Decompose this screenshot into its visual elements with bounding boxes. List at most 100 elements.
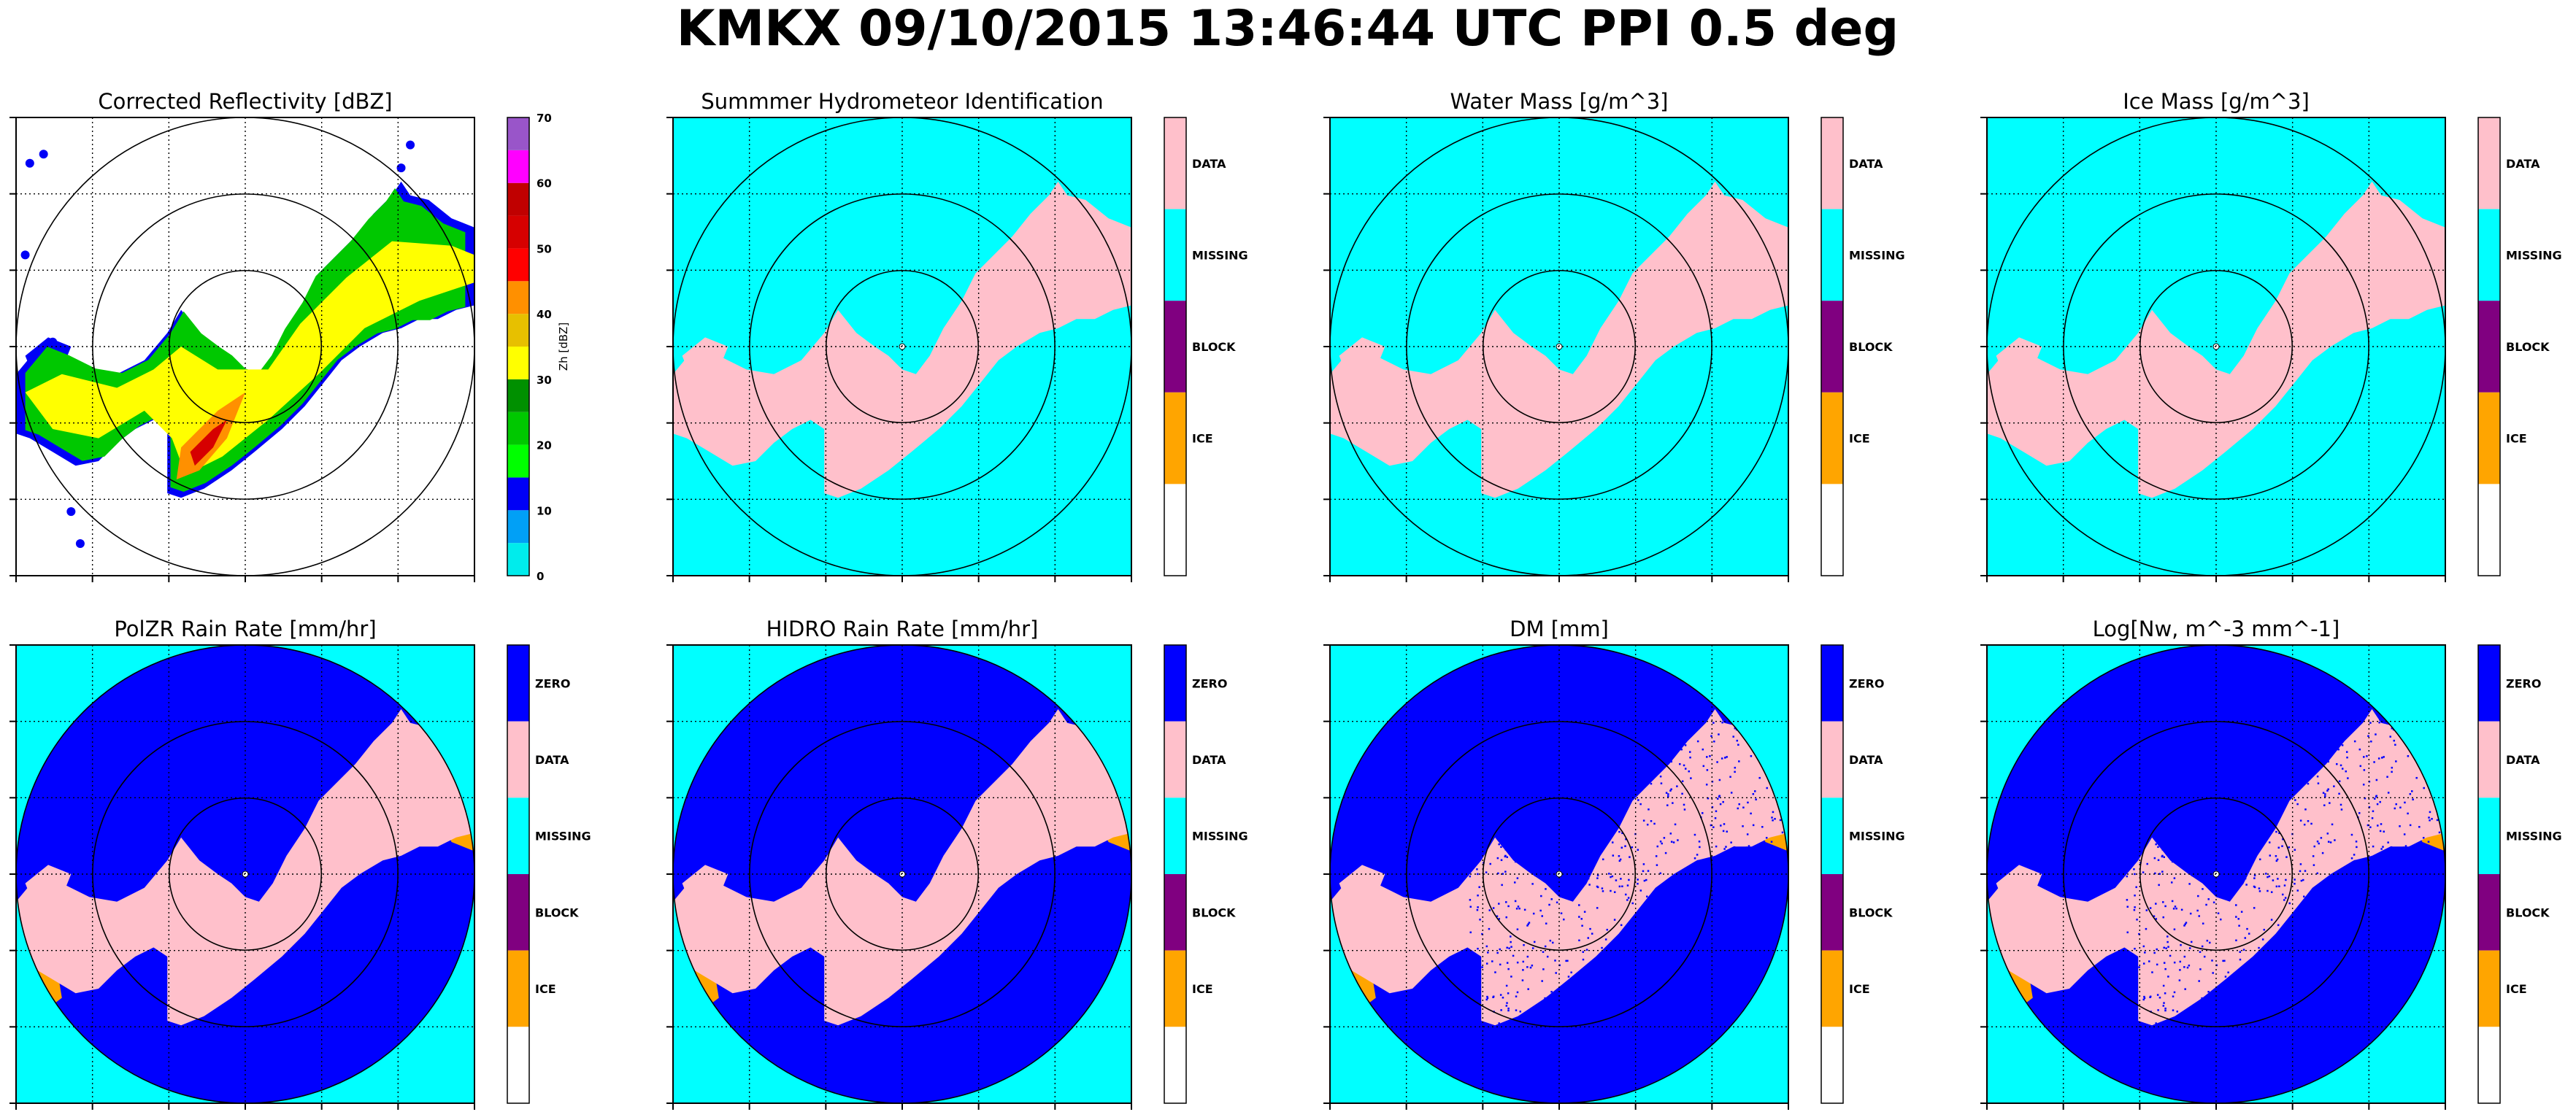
panel-4-data-region (1996, 337, 2042, 379)
panel-7-speckle (1766, 787, 1768, 789)
panel-7-speckle (1624, 845, 1626, 847)
panel-4-range-ring (2063, 193, 2369, 500)
panel-8-speckle (2145, 927, 2148, 930)
panel-7-speckle (1624, 808, 1626, 810)
panel-8-speckle (2275, 830, 2277, 833)
panel-8-speckle (2415, 935, 2418, 938)
panel-7-speckle (1771, 816, 1773, 819)
panel-7-speckle (1472, 723, 1475, 725)
panel-7-speckle (1553, 829, 1556, 831)
panel-8-speckle (2421, 923, 2423, 925)
panel-6-colorbar-swatch (1164, 1027, 1186, 1103)
panel-8-speckle (2383, 978, 2386, 981)
panel-8-speckle (2159, 779, 2161, 781)
panel-8-speckle (2297, 730, 2300, 733)
panel-7-speckle (1695, 930, 1698, 932)
panel-7-speckle (1628, 756, 1630, 759)
panel-8-speckle (2370, 740, 2372, 743)
panel-7-colorbar-swatch (1821, 645, 1843, 722)
panel-8-speckle (2198, 808, 2201, 811)
panel-4-title: Ice Mass [g/m^3] (2123, 89, 2310, 114)
panel-8-speckle (2131, 840, 2133, 842)
panel-8-speckle (2330, 941, 2333, 943)
panel-8-speckle (2199, 968, 2202, 970)
panel-7-speckle (1681, 725, 1683, 728)
panel-8-speckle (2422, 837, 2425, 839)
panel-7-speckle (1516, 991, 1519, 994)
panel-8-speckle (2172, 771, 2175, 773)
panel-7-speckle (1691, 976, 1693, 978)
panel-7-speckle (1758, 970, 1761, 973)
panel-8-speckle (2428, 816, 2430, 819)
panel-8-speckle (2239, 951, 2241, 953)
panel-8-speckle (2287, 965, 2290, 968)
panel-8-speckle (2163, 962, 2166, 964)
panel-1-colorbar-tick: 50 (537, 242, 552, 255)
panel-7-speckle (1486, 997, 1489, 1000)
panel-8-speckle (2269, 990, 2271, 993)
panel-8-speckle (2147, 784, 2150, 787)
panel-8-speckle (2234, 840, 2237, 842)
panel-8-speckle (2367, 946, 2369, 948)
panel-8-speckle (2288, 902, 2291, 905)
panel-7-speckle (1564, 799, 1566, 802)
panel-7-speckle (1544, 859, 1547, 861)
panel-7-speckle (1639, 803, 1642, 806)
panel-8-speckle (2220, 918, 2222, 921)
panel-8-speckle (2153, 827, 2156, 829)
panel-7-speckle (1572, 877, 1575, 880)
panel-7-speckle (1553, 1020, 1556, 1023)
panel-7-colorbar-category: DATA (1849, 753, 1883, 767)
panel-8-speckle (2392, 953, 2395, 956)
panel-7-speckle (1476, 868, 1478, 870)
panel-7-speckle (1693, 979, 1696, 982)
panel-7-speckle (1581, 924, 1583, 927)
panel-7-speckle (1513, 881, 1516, 884)
panel-7-speckle (1594, 776, 1597, 778)
panel-8-speckle (2202, 922, 2204, 924)
panel-8-speckle (2391, 766, 2394, 769)
panel-7-speckle (1569, 814, 1571, 817)
panel-7-speckle (1488, 732, 1491, 735)
panel-7-speckle (1770, 841, 1773, 843)
panel-8-speckle (2427, 915, 2430, 918)
panel-7-speckle (1608, 835, 1611, 837)
panel-7-speckle (1620, 924, 1623, 927)
panel-8-speckle (2265, 982, 2267, 985)
panel-7-speckle (1704, 1027, 1706, 1030)
panel-8-speckle (2199, 951, 2202, 953)
panel-7-speckle (1618, 1016, 1620, 1019)
panel-8-speckle (2240, 911, 2243, 913)
panel-7-speckle (1599, 838, 1602, 840)
panel-8-speckle (2364, 992, 2367, 995)
panel-1-echo-speck (25, 158, 34, 168)
panel-7-speckle (1518, 907, 1520, 910)
panel-8-speckle (2269, 951, 2272, 953)
panel-7-speckle (1494, 765, 1497, 768)
panel-7-speckle (1718, 795, 1720, 797)
panel-7-speckle (1523, 943, 1525, 946)
panel-7-speckle (1615, 787, 1617, 789)
panel-8-speckle (2253, 874, 2256, 877)
panel-8-speckle (2124, 870, 2126, 872)
panel-7-speckle (1653, 919, 1656, 922)
panel-7-speckle (1513, 781, 1516, 784)
panel-8-speckle (2344, 950, 2347, 952)
panel-8-speckle (2320, 752, 2323, 754)
panel-7-speckle (1730, 792, 1733, 794)
panel-7-speckle (1611, 841, 1614, 843)
panel-7-speckle (1683, 1030, 1685, 1032)
panel-7-speckle (1742, 806, 1745, 808)
panel-7-speckle (1589, 742, 1592, 745)
panel-8-speckle (2334, 897, 2337, 900)
panel-7-speckle (1624, 893, 1627, 896)
panel-8-speckle (2237, 826, 2239, 828)
panel-8-speckle (2162, 984, 2165, 987)
panel-7-speckle (1596, 907, 1599, 909)
panel-8-speckle (2431, 938, 2434, 941)
panel-7-speckle (1527, 923, 1529, 925)
panel-8-speckle (2365, 965, 2367, 967)
panel-8-speckle (2172, 819, 2174, 822)
